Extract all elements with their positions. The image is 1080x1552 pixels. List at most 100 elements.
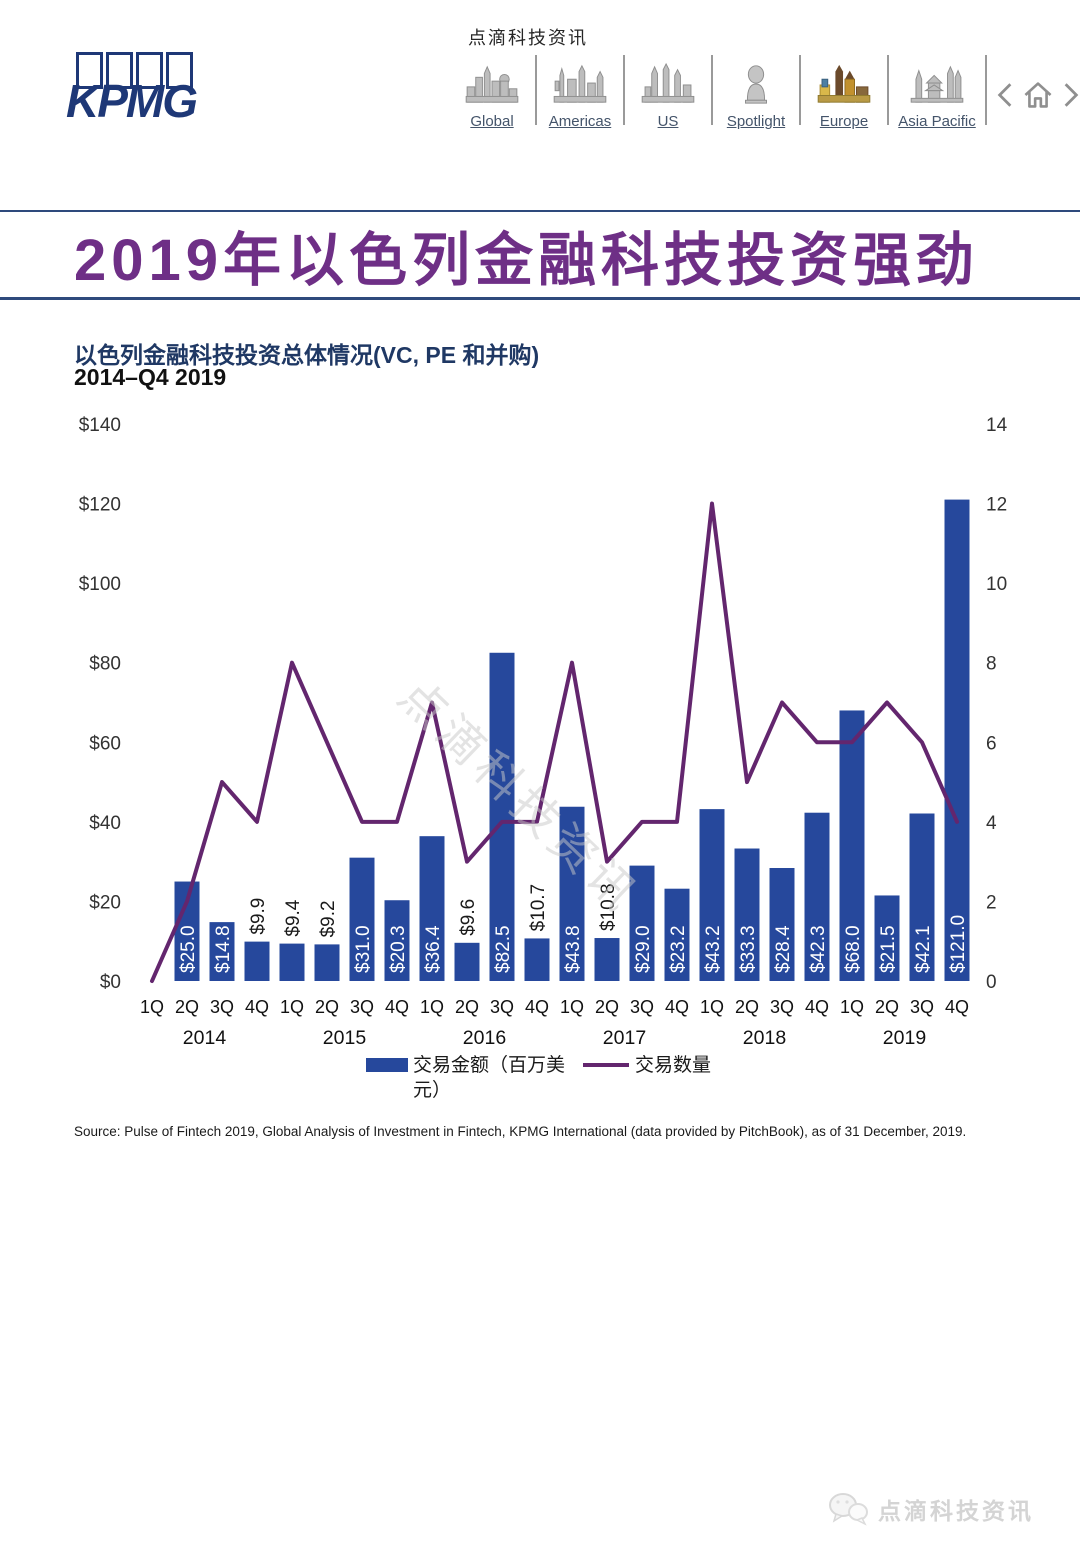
nav-separator — [711, 55, 713, 125]
right-axis-tick: 4 — [986, 813, 997, 834]
bar — [804, 812, 830, 981]
kpmg-logo-text: KPMG — [66, 75, 198, 127]
bar — [419, 836, 445, 981]
left-axis-tick: $0 — [100, 972, 121, 993]
bar-value-label: $9.6 — [458, 899, 479, 936]
bar-value-label: $36.4 — [423, 925, 444, 973]
nav-separator — [623, 55, 625, 125]
bar — [244, 941, 270, 981]
legend-item-deal-value: 交易金额（百万美元） — [366, 1053, 573, 1103]
bar — [349, 857, 375, 981]
bar — [559, 806, 585, 981]
home-icon[interactable] — [1022, 79, 1054, 111]
x-axis-quarter-label: 2Q — [175, 997, 199, 1017]
spotlight-statue-icon — [728, 62, 784, 111]
legend-line-swatch — [583, 1063, 629, 1067]
bar-value-label: $43.2 — [703, 925, 724, 973]
left-axis-tick: $140 — [79, 415, 121, 436]
nav-item-americas[interactable]: Americas — [538, 62, 622, 130]
europe-skyline-icon — [816, 62, 872, 111]
x-axis-quarter-label: 3Q — [630, 997, 654, 1017]
legend-label-deal-value: 交易金额（百万美元） — [413, 1055, 566, 1101]
chevron-left-icon[interactable] — [994, 80, 1016, 110]
x-axis-quarter-label: 3Q — [350, 997, 374, 1017]
bar — [594, 938, 620, 981]
left-axis-tick: $20 — [89, 892, 121, 913]
nav-label-spotlight: Spotlight — [726, 113, 786, 130]
bar-value-label: $25.0 — [178, 925, 199, 973]
nav-separator — [799, 55, 801, 125]
chevron-right-icon[interactable] — [1060, 80, 1080, 110]
legend-label-deal-count: 交易数量 — [635, 1055, 712, 1076]
nav-separator — [535, 55, 537, 125]
x-axis-year-label: 2015 — [323, 1027, 367, 1049]
right-axis-tick: 12 — [986, 495, 1007, 516]
bar-value-label: $82.5 — [493, 925, 514, 973]
x-axis-quarter-label: 1Q — [140, 997, 164, 1017]
kpmg-logo: KPMG — [66, 52, 220, 127]
investment-chart: $0 $20 $40 $60 $80 $100 $120 $140 0 2 4 6 8 10 12 14 $25… — [79, 415, 1008, 1049]
right-axis-tick: 8 — [986, 654, 997, 675]
right-axis-tick: 6 — [986, 733, 997, 754]
bar-value-label: $9.2 — [318, 900, 339, 937]
x-axis-quarter-label: 4Q — [525, 997, 549, 1017]
x-axis-year-label: 2019 — [883, 1027, 926, 1049]
left-axis-tick: $100 — [79, 574, 121, 595]
chart-subtitle: 2014–Q4 2019 — [74, 364, 227, 390]
left-axis-tick: $40 — [89, 813, 121, 834]
page-title: 2019年以色列金融科技投资强劲 — [74, 227, 980, 293]
bar — [524, 938, 550, 981]
bar — [699, 809, 725, 981]
nav-arrows — [994, 60, 1080, 130]
bottom-watermark-text: 点滴科技资讯 — [878, 1498, 1034, 1524]
nav-item-asia-pacific[interactable]: Asia Pacific — [890, 62, 984, 130]
bar — [734, 848, 760, 981]
x-axis-quarter-label: 4Q — [805, 997, 829, 1017]
nav-item-europe[interactable]: Europe — [802, 62, 886, 130]
bar — [454, 942, 480, 981]
bar-value-label: $31.0 — [353, 925, 374, 973]
bar — [209, 922, 235, 981]
bar-value-label: $43.8 — [563, 925, 584, 973]
bar — [629, 865, 655, 981]
x-axis-quarter-label: 2Q — [735, 997, 759, 1017]
x-axis-quarter-label: 1Q — [700, 997, 724, 1017]
right-axis-tick: 2 — [986, 892, 997, 913]
bar — [874, 895, 900, 981]
bar-value-label: $9.4 — [283, 899, 304, 936]
x-axis-year-label: 2018 — [743, 1027, 786, 1049]
x-axis-year-label: 2016 — [463, 1027, 506, 1049]
x-axis-quarter-label: 2Q — [455, 997, 479, 1017]
nav-item-us[interactable]: US — [626, 62, 710, 130]
nav-item-global[interactable]: Global — [450, 62, 534, 130]
legend-item-deal-count: 交易数量 — [583, 1053, 711, 1078]
nav-separator — [887, 55, 889, 125]
x-axis-quarter-label: 4Q — [245, 997, 269, 1017]
bar — [909, 813, 935, 981]
bar-value-label: $9.9 — [248, 898, 269, 935]
bar-value-label: $21.5 — [878, 925, 899, 973]
bar — [944, 499, 970, 981]
x-axis-quarter-label: 3Q — [770, 997, 794, 1017]
bar-value-label: $68.0 — [843, 925, 864, 973]
x-axis-quarter-label: 3Q — [210, 997, 234, 1017]
bar — [769, 868, 795, 981]
bar — [279, 943, 305, 981]
americas-skyline-icon — [552, 62, 608, 111]
region-nav: Global Americas — [450, 50, 1080, 130]
nav-item-spotlight[interactable]: Spotlight — [714, 62, 798, 130]
x-axis-quarter-label: 1Q — [840, 997, 864, 1017]
nav-separator — [985, 55, 987, 125]
nav-label-americas: Americas — [548, 113, 612, 130]
bar-value-label: $20.3 — [388, 925, 409, 973]
x-axis-quarter-label: 3Q — [490, 997, 514, 1017]
nav-label-us: US — [657, 113, 679, 130]
x-axis-quarter-label: 1Q — [280, 997, 304, 1017]
bar-value-label: $23.2 — [668, 925, 689, 973]
legend-bar-swatch — [366, 1058, 408, 1072]
left-axis-tick: $120 — [79, 495, 121, 516]
right-axis-tick: 14 — [986, 415, 1008, 436]
right-axis-tick: 0 — [986, 972, 997, 993]
x-axis-quarter-label: 4Q — [385, 997, 409, 1017]
